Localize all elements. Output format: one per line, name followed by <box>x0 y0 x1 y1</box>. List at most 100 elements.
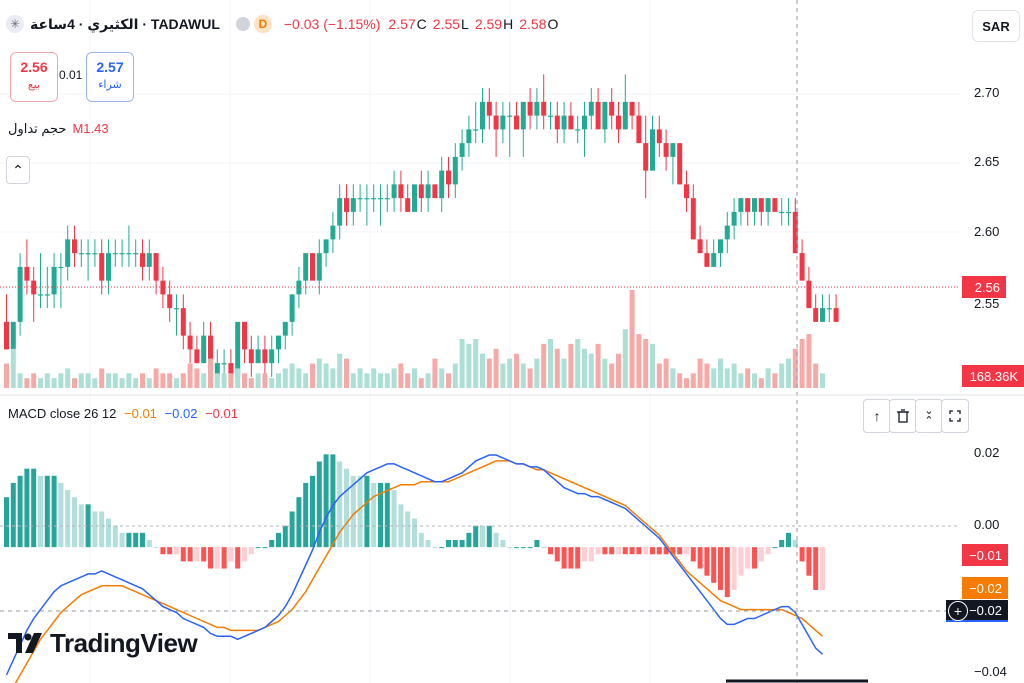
macd-legend[interactable]: MACD close 26 12 −0.01 −0.02 −0.01 <box>8 406 242 421</box>
macd-histogram-bar <box>10 482 16 548</box>
currency-button[interactable]: SAR <box>972 10 1020 42</box>
volume-bar <box>745 368 751 388</box>
volume-bar <box>99 368 105 388</box>
macd-histogram-bar <box>738 547 744 576</box>
candle <box>718 239 723 267</box>
collapse-legend-button[interactable]: ⌃ <box>6 156 30 184</box>
candle <box>636 101 642 144</box>
buy-price: 2.57 <box>96 59 124 75</box>
market-status-icon <box>235 17 250 31</box>
volume-bar <box>527 368 533 388</box>
candle <box>146 239 152 281</box>
candle-body <box>269 349 275 364</box>
volume-bar <box>765 368 771 388</box>
interval-badge[interactable]: D <box>253 15 272 33</box>
candle-body <box>799 253 805 281</box>
candle-body <box>724 225 730 240</box>
candle-body <box>106 253 111 281</box>
macd-histogram-bar <box>296 497 302 548</box>
volume-bar <box>412 368 417 388</box>
spread-value: 0.01 <box>59 68 83 82</box>
volume-bar <box>541 343 547 388</box>
macd-histogram-bar <box>221 547 227 569</box>
macd-histogram-bar <box>670 547 676 555</box>
macd-histogram-bar <box>629 547 635 555</box>
candle-body <box>738 198 744 212</box>
candle-body <box>255 349 261 364</box>
volume-bar <box>337 353 343 388</box>
move-pane-up-button[interactable]: ↑ <box>863 399 891 433</box>
candle <box>235 321 241 377</box>
symbol-title[interactable]: الكثيري · 4ساعة · TADAWUL <box>30 15 220 32</box>
volume-bar <box>697 358 703 388</box>
plus-circle-icon[interactable]: + <box>948 601 968 621</box>
volume-bar <box>106 373 111 388</box>
macd-histogram-bar <box>289 511 295 548</box>
volume-bar <box>425 373 431 388</box>
candle <box>72 225 77 267</box>
candle <box>826 294 832 322</box>
volume-legend[interactable]: حجم تداول M1.43 <box>8 121 109 137</box>
buy-button[interactable]: 2.57 شراء <box>86 52 134 102</box>
candle <box>201 321 207 364</box>
maximize-pane-button[interactable] <box>941 399 969 433</box>
candle-body <box>595 101 601 130</box>
candle-body <box>167 294 173 309</box>
candle <box>119 239 125 267</box>
volume-bar <box>758 378 764 388</box>
candle <box>459 129 465 171</box>
macd-histogram-bar <box>813 547 819 590</box>
candle <box>31 266 37 322</box>
macd-histogram-bar <box>316 461 322 548</box>
macd-histogram-bar <box>418 532 424 548</box>
volume-bar <box>248 378 254 388</box>
volume-bar <box>779 363 785 388</box>
macd-histogram-bar <box>350 475 356 548</box>
candle-body <box>820 308 825 322</box>
candle-body <box>24 266 30 281</box>
macd-histogram-bar <box>228 547 234 562</box>
volume-bar <box>486 358 492 388</box>
macd-histogram-bar <box>561 547 567 569</box>
macd-histogram-bar <box>758 547 764 562</box>
volume-bar <box>357 368 363 388</box>
tradingview-logo[interactable]: TradingView <box>8 628 198 659</box>
collapse-pane-button[interactable]: ⌄ ⌃ <box>915 399 943 433</box>
candle-body <box>371 198 377 200</box>
macd-histogram-bar <box>663 547 669 555</box>
macd-histogram-bar <box>38 475 43 548</box>
candle-body <box>412 184 417 212</box>
macd-histogram-bar <box>174 547 179 555</box>
candle-body <box>813 308 819 322</box>
macd-histogram-bar <box>4 497 9 548</box>
macd-histogram-bar <box>214 547 220 569</box>
sell-button[interactable]: 2.56 بيع <box>10 52 58 102</box>
volume-bar <box>146 378 152 388</box>
macd-histogram-bar <box>799 547 805 562</box>
macd-histogram-bar <box>357 475 363 548</box>
ohlc-high: 2.59H <box>474 16 514 32</box>
candle-body <box>534 101 540 116</box>
macd-histogram-bar <box>194 547 200 562</box>
candle-body <box>493 115 499 130</box>
candle-body <box>201 335 207 364</box>
macd-histogram-bar <box>364 475 370 548</box>
macd-histogram-bar <box>554 547 560 562</box>
candle <box>731 198 737 240</box>
candle-body <box>303 253 309 281</box>
volume-bar <box>133 378 139 388</box>
candle-body <box>527 101 533 116</box>
candle <box>412 184 417 212</box>
delete-pane-button[interactable] <box>889 399 917 433</box>
volume-bar <box>167 373 173 388</box>
macd-histogram-bar <box>480 525 485 548</box>
volume-bar <box>738 373 744 388</box>
volume-bar <box>201 373 207 388</box>
candle <box>282 321 288 350</box>
macd-histogram-bar <box>643 547 649 555</box>
candles-layer <box>4 74 839 377</box>
candle <box>44 266 50 309</box>
candle-body <box>752 198 757 212</box>
volume-bar <box>180 373 186 388</box>
